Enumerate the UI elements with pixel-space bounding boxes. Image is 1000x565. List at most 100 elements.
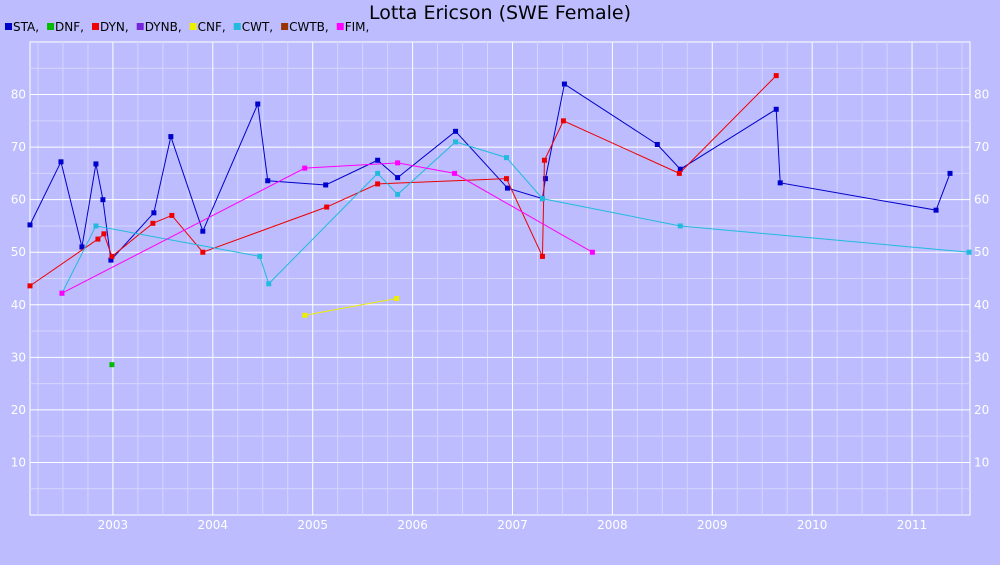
data-point [266,281,272,287]
data-point [773,106,779,112]
y-tick-label-right: 70 [974,140,989,154]
data-point [453,128,459,134]
legend: STA, DNF, DYN, DYNB, CNF, CWT, CWTB, FIM, [5,20,369,34]
y-tick-label-right: 30 [974,350,989,364]
data-point [677,223,683,229]
data-point [541,157,547,163]
series-group [302,295,400,318]
y-tick-label-left: 10 [11,455,26,469]
data-point [560,118,566,124]
data-point [677,166,683,172]
data-point [168,134,174,140]
data-point [302,312,308,318]
data-point [503,155,509,161]
data-point [777,180,783,186]
data-point [561,81,567,87]
legend-swatch [233,23,241,30]
data-point [93,223,99,229]
legend-swatch [336,23,344,30]
data-point [589,249,595,255]
data-point [453,139,459,145]
data-point [542,176,548,182]
legend-swatch [91,23,99,30]
data-point [101,231,107,237]
data-point [100,197,106,203]
legend-label: CWTB, [289,20,329,34]
data-point [947,170,953,176]
data-point [255,101,261,107]
legend-swatch [5,23,12,30]
x-tick-label: 2003 [98,518,129,532]
legend-label: DNF, [55,20,84,34]
y-tick-label-left: 70 [11,140,26,154]
x-tick-label: 2004 [198,518,229,532]
major-grid [30,42,970,515]
data-point [200,249,206,255]
data-point [324,204,330,210]
legend-swatch [281,23,289,30]
legend-label: DYNB, [145,20,182,34]
data-point [773,73,779,79]
data-point [395,191,401,197]
legend-swatch [136,23,144,30]
data-point [676,170,682,176]
data-point [394,295,400,301]
legend-label: DYN, [100,20,129,34]
y-tick-label-right: 20 [974,403,989,417]
data-point [375,181,381,187]
y-tick-label-left: 50 [11,245,26,259]
data-point [966,249,972,255]
data-point [539,196,545,202]
minor-grid [30,42,970,515]
legend-swatch [189,23,197,30]
y-tick-label-right: 10 [974,455,989,469]
series-group [59,160,595,296]
x-tick-label: 2006 [397,518,428,532]
data-point [375,170,381,176]
series-group [27,73,779,289]
x-tick-label: 2005 [297,518,328,532]
data-point [109,362,115,368]
y-tick-label-right: 80 [974,88,989,102]
y-axis-ticks: 10 10 20 20 30 30 40 40 50 50 60 60 70 70 80 80 [11,88,990,470]
series-group [109,362,115,368]
data-point [109,253,115,259]
data-point [265,178,271,184]
legend-label: STA, [13,20,39,34]
chart-title: Lotta Ericson (SWE Female) [369,2,631,24]
x-tick-label: 2011 [897,518,928,532]
data-point [58,159,64,165]
y-tick-label-left: 80 [11,88,26,102]
data-point [395,175,401,181]
data-point [151,210,157,216]
y-tick-label-left: 30 [11,350,26,364]
data-point [504,185,510,191]
x-tick-label: 2010 [797,518,828,532]
x-tick-label: 2007 [497,518,528,532]
data-point [503,176,509,182]
data-point [169,212,175,218]
y-tick-label-left: 40 [11,298,26,312]
series-layer [27,73,972,368]
data-point [150,220,156,226]
data-point [323,182,329,188]
data-point [933,207,939,213]
legend-swatch [47,23,55,30]
data-point [59,290,65,296]
y-tick-label-right: 60 [974,193,989,207]
x-tick-label: 2008 [597,518,628,532]
data-point [375,157,381,163]
data-point [452,170,458,176]
data-point [95,236,101,242]
data-point [93,161,99,167]
x-axis-ticks: 2003 2004 2005 2006 2007 2008 2009 2010 2011 [98,518,928,532]
y-tick-label-right: 40 [974,298,989,312]
legend-label: CWT, [242,20,273,34]
data-point [108,257,114,263]
data-point [27,222,33,228]
data-point [395,160,401,166]
data-point [79,244,85,250]
y-tick-label-left: 60 [11,193,26,207]
data-point [200,228,206,234]
